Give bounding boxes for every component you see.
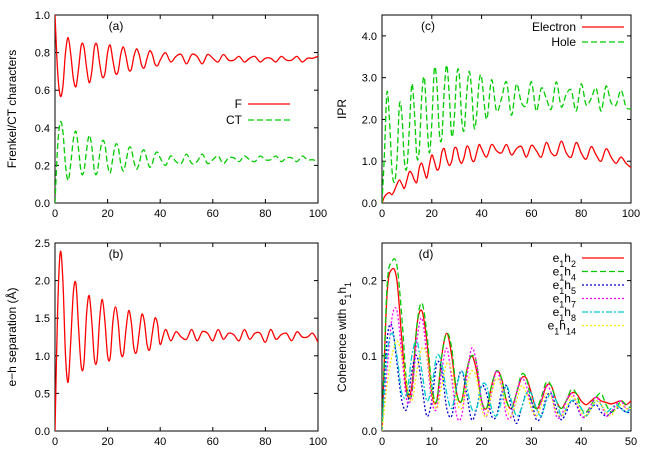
x-tick-label: 100 bbox=[309, 436, 327, 448]
y-tick-label: 0.2 bbox=[35, 160, 50, 172]
y-tick-label: 1.0 bbox=[35, 10, 50, 22]
plot-frame bbox=[381, 242, 632, 432]
x-tick-label: 20 bbox=[426, 208, 438, 220]
legend-label: e1h4 bbox=[553, 265, 576, 283]
legend-label: e1h2 bbox=[553, 251, 576, 269]
x-tick-label: 20 bbox=[475, 436, 487, 448]
x-tick-label: 0 bbox=[379, 208, 385, 220]
x-tick-label: 20 bbox=[101, 208, 113, 220]
y-tick-label: 0.2 bbox=[362, 276, 377, 288]
x-tick-label: 60 bbox=[525, 208, 537, 220]
x-tick-label: 40 bbox=[154, 208, 166, 220]
x-tick-label: 20 bbox=[101, 436, 113, 448]
y-tick-label: 2.5 bbox=[35, 238, 50, 250]
y-tick-label: 1.5 bbox=[35, 313, 50, 325]
plot-frame bbox=[54, 14, 319, 204]
panel-b: 0 20 40 60 80 100 0.0 0.5 1.0 1.5 2.0 2.5 e−h separa… bbox=[4, 238, 327, 448]
series-line-f bbox=[55, 15, 318, 98]
x-tick-label: 0 bbox=[52, 208, 58, 220]
y-tick-label: 0.0 bbox=[35, 198, 50, 210]
x-tick-label: 100 bbox=[622, 208, 640, 220]
y-axis-label: Coherence with e1h1 bbox=[335, 282, 353, 392]
plot-frame bbox=[54, 242, 319, 432]
x-tick-label: 80 bbox=[575, 208, 587, 220]
series-line-separation bbox=[55, 250, 318, 431]
x-tick-label: 40 bbox=[575, 436, 587, 448]
x-tick-label: 40 bbox=[475, 208, 487, 220]
x-tick-label: 100 bbox=[309, 208, 327, 220]
x-tick-label: 80 bbox=[259, 436, 271, 448]
y-tick-label: 0.8 bbox=[35, 48, 50, 60]
series-line-hole bbox=[382, 64, 631, 203]
legend-label: e1h7 bbox=[553, 292, 576, 310]
y-tick-label: 0.0 bbox=[35, 426, 50, 438]
y-tick-label: 1.0 bbox=[362, 156, 377, 168]
legend-label: Electron bbox=[532, 20, 576, 34]
y-tick-label: 0.1 bbox=[362, 351, 377, 363]
x-tick-label: 60 bbox=[207, 208, 219, 220]
panel-label: (b) bbox=[109, 247, 124, 261]
y-axis-label: Frenkel/CT characters bbox=[5, 50, 19, 168]
y-tick-label: 2.0 bbox=[362, 114, 377, 126]
y-tick-label: 2.0 bbox=[35, 276, 50, 288]
legend-label: CT bbox=[226, 113, 243, 127]
y-tick-label: 4.0 bbox=[362, 31, 377, 43]
y-tick-label: 0.0 bbox=[362, 198, 377, 210]
legend-label: Hole bbox=[551, 35, 576, 49]
y-axis-label: IPR bbox=[335, 99, 349, 119]
x-tick-label: 40 bbox=[154, 436, 166, 448]
x-tick-label: 60 bbox=[207, 436, 219, 448]
y-tick-label: 0.6 bbox=[35, 85, 50, 97]
legend-label: e1h8 bbox=[553, 305, 576, 323]
series-line-e1h7 bbox=[382, 307, 631, 431]
x-tick-label: 10 bbox=[426, 436, 438, 448]
panel-label: (d) bbox=[419, 247, 434, 261]
panel-label: (a) bbox=[109, 19, 124, 33]
legend: F CT bbox=[226, 97, 290, 127]
series-line-e1h4 bbox=[382, 258, 631, 431]
panel-c: 0 20 40 60 80 100 0.0 1.0 2.0 3.0 4.0 IPR (c) Electro… bbox=[335, 14, 640, 220]
x-tick-label: 80 bbox=[259, 208, 271, 220]
y-tick-label: 0.4 bbox=[35, 123, 50, 135]
series-line-electron bbox=[382, 140, 631, 203]
panel-d: 0 10 20 30 40 50 0.0 0.1 0.2 Coherence with e1h1 (… bbox=[335, 242, 637, 448]
series-line-ct bbox=[55, 120, 318, 203]
legend-label: e1h5 bbox=[553, 278, 576, 296]
panel-a: 0 20 40 60 80 100 0.0 0.2 0.4 0.6 0.8 1.0 Frenkel/CT… bbox=[5, 10, 327, 220]
x-tick-label: 0 bbox=[379, 436, 385, 448]
plot-frame bbox=[381, 14, 632, 204]
x-tick-label: 30 bbox=[525, 436, 537, 448]
series-line-e1h5 bbox=[382, 323, 631, 431]
y-axis-label: e−h separation (Å) bbox=[4, 287, 19, 386]
legend-label: F bbox=[235, 97, 242, 111]
y-tick-label: 0.5 bbox=[35, 388, 50, 400]
y-tick-label: 1.0 bbox=[35, 351, 50, 363]
x-tick-label: 0 bbox=[52, 436, 58, 448]
y-tick-label: 0.0 bbox=[362, 426, 377, 438]
x-tick-label: 50 bbox=[625, 436, 637, 448]
panel-label: (c) bbox=[421, 19, 435, 33]
y-tick-label: 3.0 bbox=[362, 73, 377, 85]
